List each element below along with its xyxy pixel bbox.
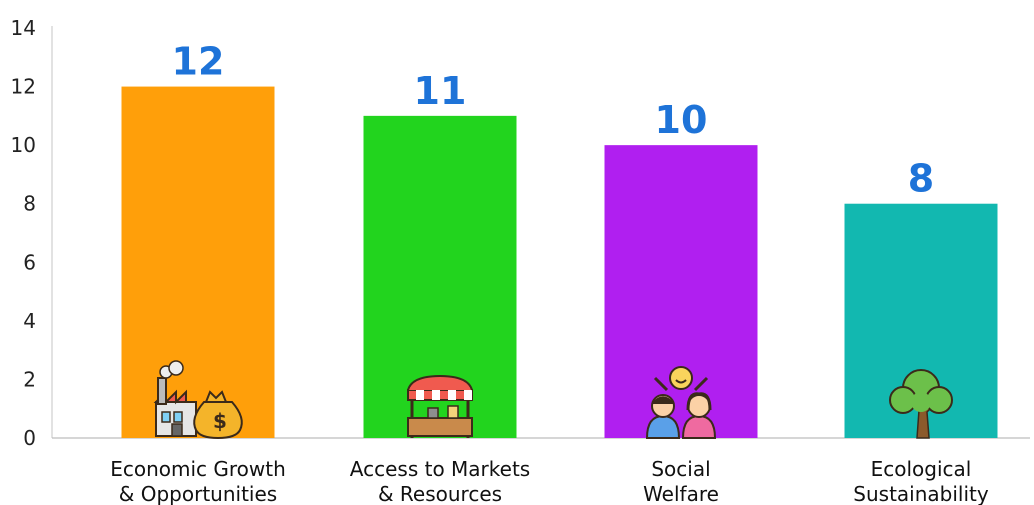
value-labels: 12 11 10 8 — [172, 40, 935, 201]
data-label: 8 — [908, 157, 934, 201]
bar-3 — [604, 145, 758, 438]
category-label: & Resources — [378, 482, 502, 505]
y-tick-label: 14 — [11, 16, 36, 40]
category-label: Welfare — [643, 482, 719, 505]
y-tick-label: 2 — [23, 367, 36, 391]
y-tick-label: 10 — [11, 133, 36, 157]
bars — [121, 86, 998, 439]
data-label: 11 — [414, 69, 467, 113]
factory-money-icon: $ — [153, 360, 243, 440]
data-label: 10 — [655, 98, 708, 142]
category-label: Sustainability — [853, 482, 989, 505]
people-group-icon — [645, 366, 717, 439]
svg-text:$: $ — [213, 409, 227, 433]
category-label: Economic Growth — [110, 457, 286, 481]
bar-icons: $ — [153, 360, 953, 440]
y-tick-label: 8 — [23, 192, 36, 216]
category-label: Ecological — [871, 457, 972, 481]
y-tick-label: 0 — [23, 426, 36, 450]
tree-icon — [889, 369, 953, 439]
y-tick-label: 12 — [11, 75, 36, 99]
y-tick-label: 6 — [23, 250, 36, 274]
bar-1 — [121, 86, 275, 439]
category-label: Social — [651, 457, 710, 481]
market-stall-icon — [407, 374, 473, 438]
category-label: Access to Markets — [350, 457, 530, 481]
y-tick-label: 4 — [23, 309, 36, 333]
x-axis-labels: Economic Growth& Opportunities Access to … — [110, 457, 989, 505]
data-label: 12 — [172, 40, 225, 84]
category-label: & Opportunities — [119, 482, 277, 505]
